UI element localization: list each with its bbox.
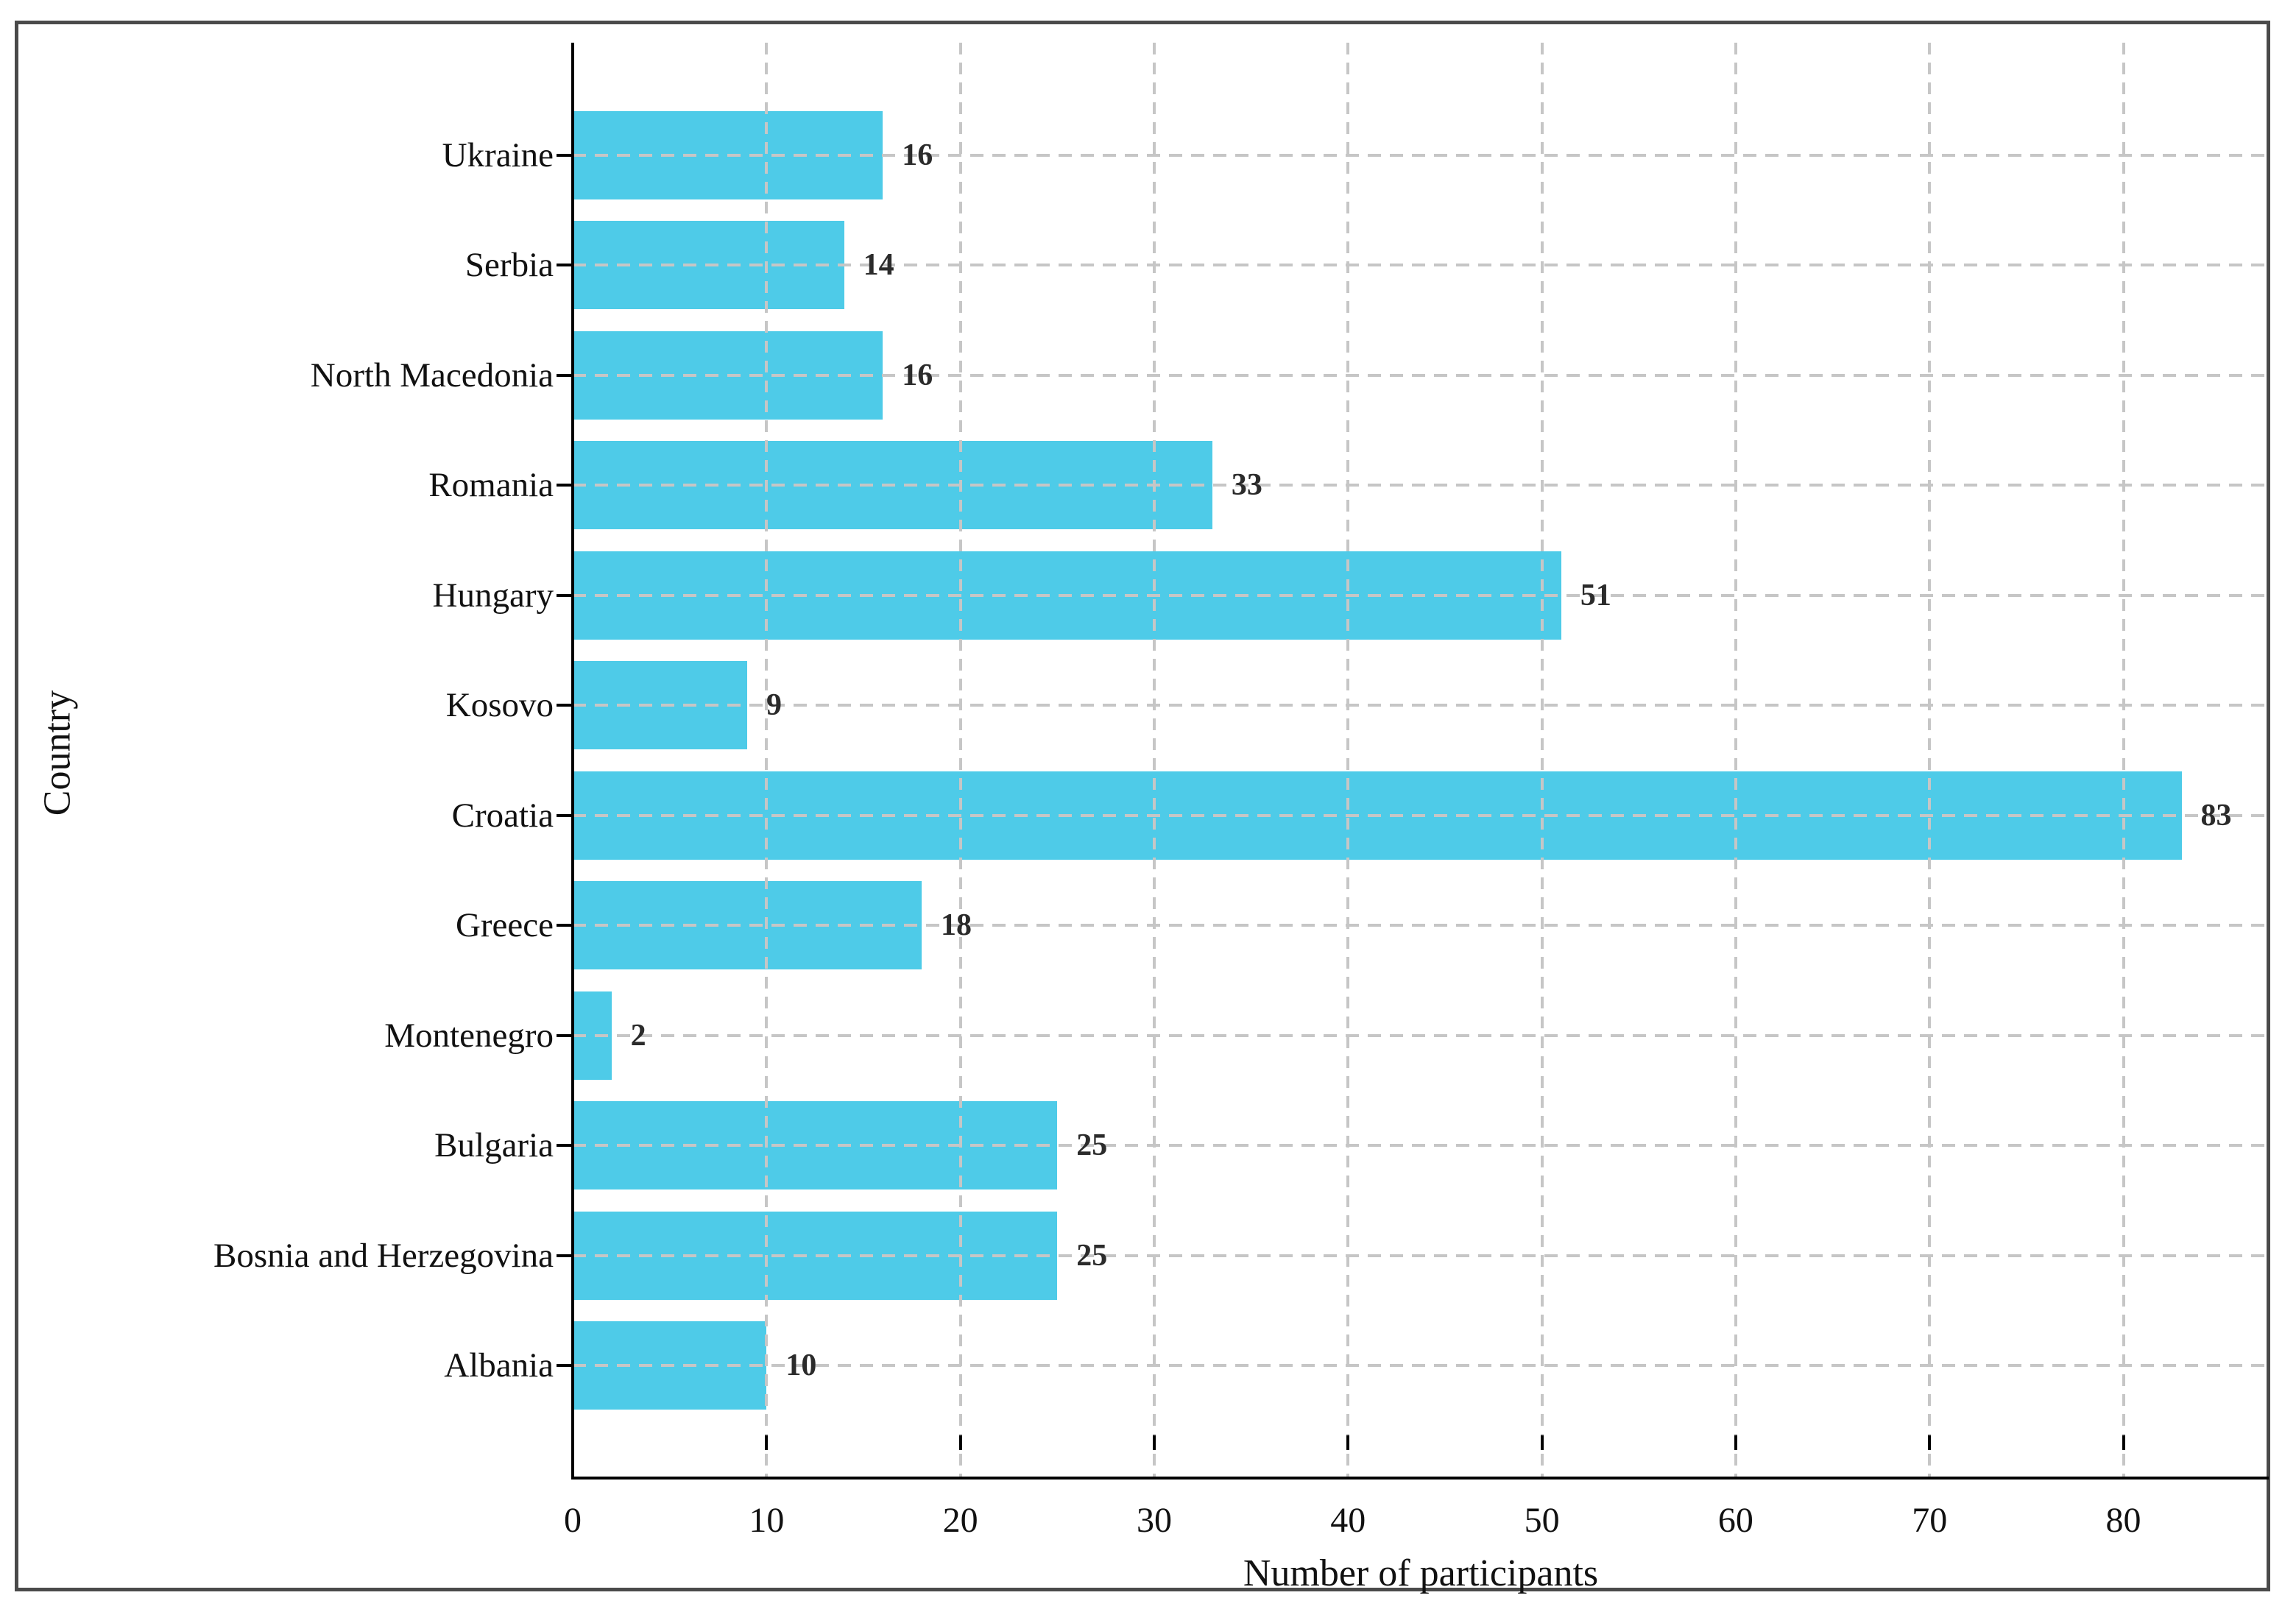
vertical-gridline [2122,43,2125,1478]
y-axis-spine [571,43,574,1478]
y-tick-label: Montenegro [384,1016,554,1055]
y-tick-label: Greece [455,906,554,945]
vertical-gridline [1346,43,1350,1478]
y-tick-mark [557,373,573,377]
horizontal-gridline [573,1144,2269,1148]
bar-value-label: 18 [940,908,972,943]
y-tick-label: Bosnia and Herzegovina [213,1236,554,1275]
y-tick-mark [557,924,573,927]
bar-value-label: 9 [766,688,782,723]
y-tick-mark [557,593,573,597]
x-tick-mark [1152,1435,1156,1450]
x-tick-mark [1734,1435,1737,1450]
x-axis-spine [571,1477,2269,1480]
y-tick-mark [557,264,573,267]
y-tick-label: Bulgaria [434,1126,554,1165]
bar-value-label: 16 [902,358,933,392]
x-tick-mark [2122,1435,2125,1450]
horizontal-gridline [573,264,2269,267]
y-tick-label: North Macedonia [310,356,554,395]
x-tick-mark [1346,1435,1350,1450]
y-tick-mark [557,1364,573,1368]
y-tick-label: Romania [428,466,554,505]
x-tick-label: 0 [564,1501,582,1540]
bar-value-label: 33 [1231,468,1262,503]
y-tick-mark [557,704,573,707]
bar-value-label: 2 [630,1018,646,1053]
y-tick-mark [557,153,573,157]
vertical-gridline [1152,43,1156,1478]
x-tick-mark [1540,1435,1544,1450]
x-tick-mark [571,1435,574,1450]
bar-value-label: 25 [1076,1128,1108,1163]
x-tick-label: 40 [1330,1501,1366,1540]
bar-value-label: 25 [1076,1238,1108,1273]
y-tick-label: Croatia [451,796,554,835]
horizontal-gridline [573,704,2269,707]
x-tick-label: 80 [2105,1501,2141,1540]
horizontal-gridline [573,153,2269,157]
vertical-gridline [958,43,962,1478]
x-tick-label: 30 [1136,1501,1172,1540]
vertical-gridline [1734,43,1737,1478]
horizontal-gridline [573,1364,2269,1368]
plot-area: 16 14 16 33 51 9 83 18 2 25 25 10 [571,43,2269,1480]
y-tick-mark [557,1033,573,1037]
vertical-gridline [1540,43,1544,1478]
horizontal-gridline [573,1254,2269,1257]
y-tick-mark [557,1254,573,1257]
y-tick-label: Albania [444,1346,554,1385]
bar-value-label: 83 [2200,798,2232,832]
x-tick-label: 60 [1717,1501,1753,1540]
horizontal-gridline [573,1033,2269,1037]
x-tick-mark [958,1435,962,1450]
y-tick-label: Kosovo [445,686,554,725]
y-tick-label: Serbia [465,246,554,285]
horizontal-gridline [573,813,2269,817]
x-tick-mark [1928,1435,1932,1450]
vertical-gridline [1928,43,1932,1478]
y-tick-mark [557,1144,573,1148]
horizontal-gridline [573,373,2269,377]
y-axis-title: Country [36,690,79,816]
y-tick-mark [557,484,573,487]
vertical-gridline [765,43,769,1478]
x-tick-label: 70 [1912,1501,1948,1540]
y-tick-label: Ukraine [442,135,554,174]
bar-value-label: 14 [863,248,894,283]
y-tick-mark [557,813,573,817]
bar-value-label: 51 [1580,578,1611,612]
horizontal-gridline [573,484,2269,487]
x-tick-label: 50 [1524,1501,1560,1540]
x-axis-title: Number of participants [1243,1552,1599,1594]
horizontal-gridline [573,924,2269,927]
horizontal-gridline [573,593,2269,597]
x-tick-label: 10 [749,1501,785,1540]
x-tick-mark [765,1435,769,1450]
x-tick-label: 20 [942,1501,978,1540]
bar-value-label: 16 [902,138,933,172]
y-tick-label: Hungary [432,576,554,615]
bar-value-label: 10 [785,1348,817,1383]
